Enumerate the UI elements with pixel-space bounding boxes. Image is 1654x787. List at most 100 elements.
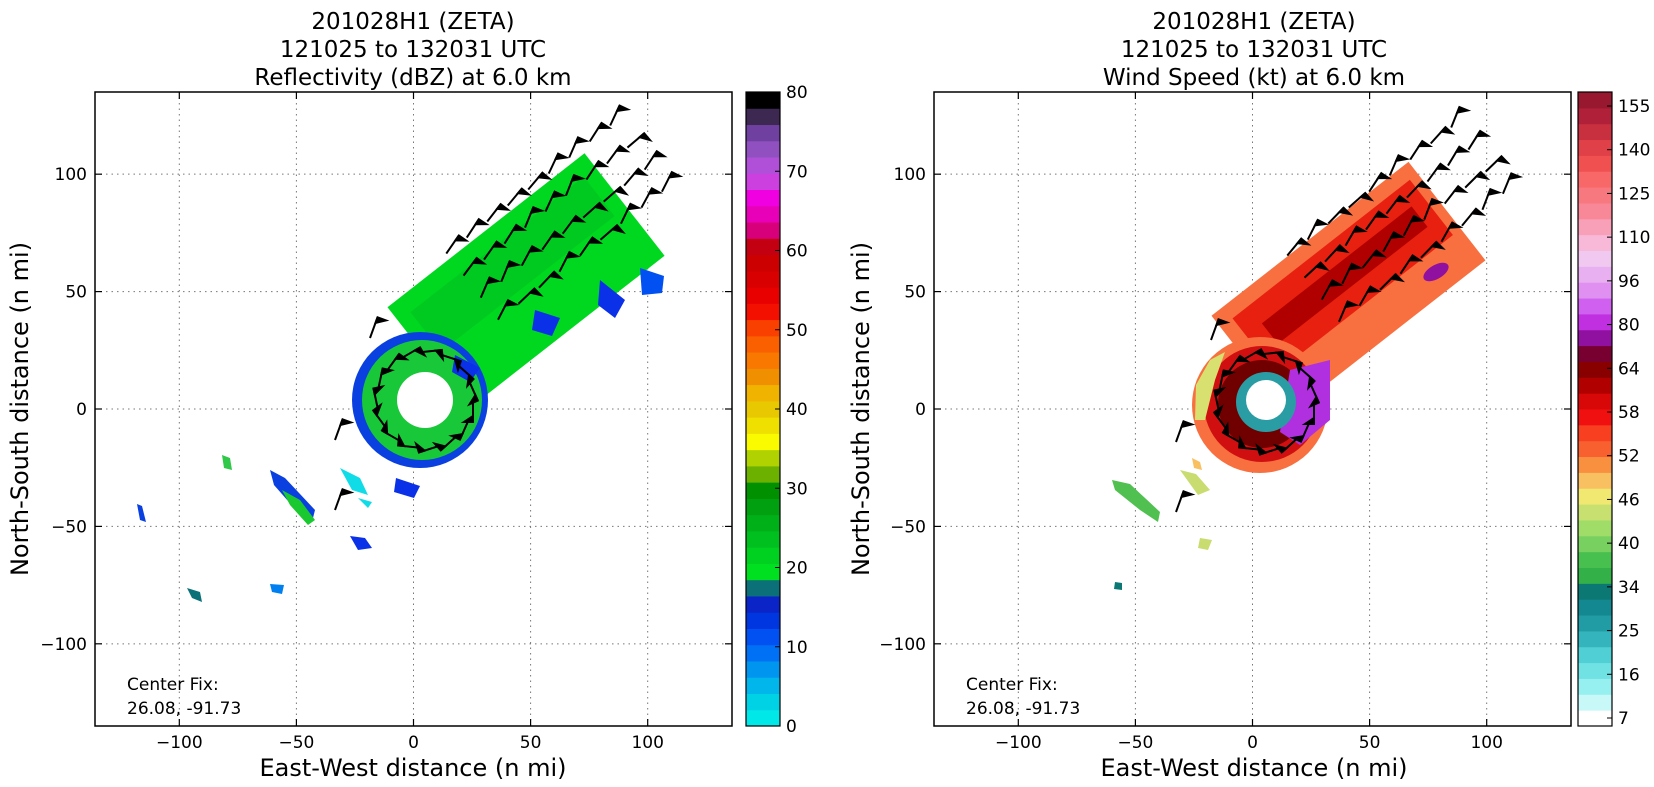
reflectivity-colorbar-segment [746,482,780,499]
wind-x-tick-label: 100 [1470,733,1502,753]
wind-colorbar-segment [1578,615,1612,632]
reflectivity-colorbar-segment [746,335,780,353]
reflectivity-colorbar-segment [746,677,780,694]
wind-y-tick-label: 100 [894,165,926,185]
wind-colorbar-segment [1578,313,1612,331]
reflectivity-colorbar-segment [746,92,780,109]
reflectivity-colorbar-segment [746,498,780,516]
reflectivity-blue-patch [598,280,625,318]
wind-barb-flag [1475,129,1492,138]
reflectivity-colorbar-segment [746,465,780,483]
wind-center-fix-label: Center Fix: [966,675,1058,695]
reflectivity-colorbar-segment [746,660,780,678]
wind-echo [1114,582,1122,590]
wind-barb-flag [647,187,664,195]
reflectivity-colorbar-segment [746,644,780,662]
reflectivity-title-line-3: Reflectivity (dBZ) at 6.0 km [254,65,571,91]
reflectivity-colorbar-tick-label: 70 [786,162,808,182]
wind-barb-flag [527,244,544,253]
reflectivity-colorbar-segment [746,612,780,629]
reflectivity-x-tick-label: 100 [631,733,663,753]
wind-colorbar-tick-label: 140 [1618,141,1650,161]
reflectivity-blue-patch [394,478,420,498]
wind-colorbar-tick-label: 96 [1618,272,1640,292]
reflectivity-y-axis-label: North-South distance (n mi) [6,242,34,576]
wind-barb-flag [1370,249,1387,258]
wind-barb-flag [1307,394,1321,409]
wind-colorbar-segment [1578,234,1612,251]
reflectivity-colorbar-segment [746,173,780,191]
wind-barb-flag [565,250,581,259]
wind-echo [1192,458,1202,470]
reflectivity-colorbar-segment [746,417,780,434]
wind-colorbar-segment [1578,504,1612,521]
wind-colorbar-segment [1578,519,1612,537]
reflectivity-colorbar-segment [746,124,780,142]
wind-barb-flag [338,488,355,497]
wind-colorbar-tick-label: 25 [1618,622,1640,642]
wind-colorbar-segment [1578,440,1612,458]
wind-barb-flag [529,205,546,215]
reflectivity-colorbar-segment [746,514,780,532]
wind-barb-flag [1179,490,1196,499]
wind-barb-flag [491,240,508,248]
reflectivity-colorbar-segment [746,303,780,321]
wind-barb-flag [495,202,512,211]
reflectivity-echo [187,588,202,602]
wind-barb-flag [570,214,587,223]
wind-barb-flag [1439,125,1456,135]
reflectivity-colorbar-tick-label: 60 [786,242,808,262]
wind-colorbar-segment [1578,171,1612,188]
reflectivity-colorbar-segment [746,530,780,548]
reflectivity-colorbar-segment [746,368,780,386]
reflectivity-blue-patch [640,268,664,295]
wind-barb-flag [1452,184,1469,194]
wind-barb-flag [1495,154,1511,165]
reflectivity-colorbar-segment [746,140,780,158]
reflectivity-center-fix-label: Center Fix: [127,675,219,695]
wind-colorbar-tick-label: 80 [1618,316,1640,336]
wind-wind-barbs [1175,105,1524,513]
wind-axis-ticks: −100 −50 0 50 100 −100 −50 0 50 100 [879,92,1571,753]
wind-barb-flag [1337,206,1354,216]
reflectivity-colorbar-tick-label: 20 [786,559,808,579]
reflectivity-colorbar-segment [746,579,780,597]
reflectivity-y-tick-label: 50 [65,283,87,303]
wind-barb-flag [1486,187,1503,197]
wind-colorbar-segment [1578,361,1612,378]
reflectivity-colorbar-segment [746,547,780,564]
wind-colorbar-segment [1578,551,1612,568]
reflectivity-colorbar-tick-label: 50 [786,321,808,341]
wind-barb-flag [1214,318,1231,327]
wind-y-axis-label: North-South distance (n mi) [847,242,875,576]
wind-colorbar-segment [1578,456,1612,473]
reflectivity-colorbar-segment [746,270,780,288]
wind-colorbar-segment [1578,662,1612,679]
reflectivity-colorbar-segment [746,287,780,304]
wind-field [1112,161,1486,590]
wind-colorbar-segment [1578,266,1612,283]
reflectivity-title-line-1: 201028H1 (ZETA) [311,9,514,35]
wind-max-purple [1423,262,1449,282]
wind-colorbar-tick-label: 34 [1618,578,1640,598]
wind-barb-flag [1313,218,1330,227]
reflectivity-colorbar-segment [746,108,780,126]
reflectivity-echo [282,490,315,525]
reflectivity-echo [137,504,146,522]
reflectivity-y-tick-label: 0 [76,400,87,420]
wind-barb-flag [1417,139,1434,148]
reflectivity-y-tick-label: −100 [40,635,87,655]
wind-barb-flag [1470,207,1487,216]
reflectivity-colorbar-segment [746,384,780,402]
wind-barb-flag [610,223,626,234]
reflectivity-colorbar-tick-label: 40 [786,400,808,420]
wind-barb-flag [553,152,570,161]
wind-colorbar-tick-label: 64 [1618,359,1640,379]
reflectivity-echo [350,536,372,550]
reflectivity-colorbar-segment [746,693,780,711]
wind-barb-flag [1358,191,1375,202]
wind-y-tick-label: −50 [890,517,926,537]
reflectivity-field [137,153,665,602]
wind-echo [1112,480,1160,522]
wind-colorbar-tick-label: 58 [1618,403,1640,423]
